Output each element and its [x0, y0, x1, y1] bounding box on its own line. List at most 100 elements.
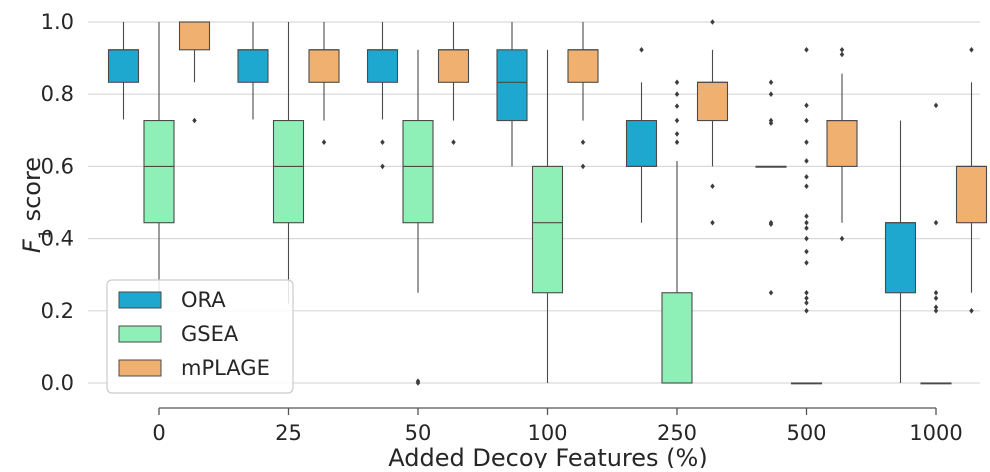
outlier-point: [933, 289, 939, 296]
box-ora-1000: [884, 120, 917, 383]
box-ora-50: [366, 22, 399, 170]
box-iqr: [107, 49, 140, 83]
outlier-point: [933, 219, 939, 226]
box-gsea-50: [402, 49, 434, 386]
outlier-point: [674, 91, 680, 97]
legend-swatch-mplage: [118, 359, 162, 377]
outlier-point: [804, 158, 809, 164]
outlier-point: [380, 139, 385, 146]
box-iqr: [366, 49, 399, 83]
box-gsea-100: [531, 49, 564, 383]
outlier-point: [710, 183, 715, 190]
y-tick-label: 0.2: [41, 299, 74, 323]
outlier-point: [580, 139, 586, 146]
x-axis-title: Added Decoy Features (%): [388, 444, 707, 468]
outlier-point: [768, 79, 774, 86]
box-iqr: [826, 120, 858, 167]
outlier-point: [804, 225, 809, 231]
box-gsea-0: [143, 22, 175, 304]
box-iqr: [178, 21, 211, 51]
outlier-point: [804, 248, 809, 255]
outlier-point: [804, 259, 809, 266]
outlier-point: [804, 300, 809, 306]
legend-label-ora: ORA: [181, 288, 226, 312]
box-iqr: [402, 120, 434, 224]
box-iqr: [661, 292, 693, 384]
box-ora-500: [755, 79, 787, 296]
box-iqr: [696, 81, 729, 122]
box-gsea-500: [790, 46, 823, 385]
box-mplage-250: [696, 19, 729, 226]
y-tick-label: 0.8: [41, 82, 74, 106]
y-axis-title: F1 score: [18, 157, 54, 253]
box-iqr: [308, 49, 340, 83]
x-tick-label: 100: [527, 421, 567, 445]
box-ora-0: [107, 22, 140, 120]
box-iqr: [567, 49, 599, 83]
outlier-point: [674, 79, 680, 86]
outlier-point: [380, 163, 385, 170]
box-mplage-25: [308, 22, 340, 146]
box-mplage-1000: [955, 46, 988, 314]
box-iqr: [625, 120, 658, 167]
legend-swatch-gsea: [118, 325, 162, 343]
outlier-point: [839, 235, 845, 242]
outlier-point: [804, 289, 809, 296]
outlier-point: [804, 139, 809, 146]
x-tick-label: 500: [786, 421, 826, 445]
outlier-point: [768, 221, 774, 227]
x-tick-label: 1000: [909, 421, 962, 445]
outlier-point: [768, 120, 774, 126]
box-iqr: [955, 165, 988, 224]
box-ora-25: [237, 22, 269, 120]
box-gsea-25: [272, 22, 305, 304]
outlier-point: [580, 163, 586, 170]
x-tick-label: 0: [152, 421, 165, 445]
outlier-point: [710, 219, 715, 226]
boxes-layer: [107, 19, 988, 386]
outlier-point: [933, 308, 939, 314]
outlier-point: [804, 295, 809, 301]
x-tick-label: 50: [405, 421, 432, 445]
legend-label-mplage: mPLAGE: [181, 356, 270, 380]
axes-layer: 0.0 0.2 0.4 0.6 0.8 1.0 0 25 50 100 250 500 1000: [41, 10, 963, 445]
outlier-point: [804, 183, 809, 190]
x-tick-label: 250: [657, 421, 697, 445]
outlier-point: [969, 46, 974, 53]
outlier-point: [933, 102, 939, 109]
outlier-point: [639, 46, 644, 53]
legend: ORA GSEA mPLAGE: [106, 279, 294, 394]
box-iqr: [143, 120, 175, 224]
y-tick-label: 0.4: [41, 227, 74, 251]
box-ora-100: [496, 22, 528, 167]
outlier-point: [804, 308, 809, 314]
outlier-point: [969, 308, 974, 314]
box-iqr: [531, 165, 564, 294]
outlier-point: [933, 295, 939, 301]
x-tick-label: 25: [275, 421, 302, 445]
box-iqr: [272, 120, 305, 224]
outlier-point: [804, 117, 809, 124]
box-mplage-0: [178, 21, 211, 124]
box-iqr: [884, 222, 917, 294]
outlier-point: [192, 117, 197, 124]
box-mplage-500: [826, 46, 858, 242]
box-gsea-250: [661, 79, 693, 384]
outlier-point: [933, 304, 939, 310]
y-tick-label: 0.6: [41, 154, 74, 178]
outlier-point: [768, 289, 774, 296]
box-gsea-1000: [920, 102, 952, 385]
outlier-point: [321, 139, 327, 146]
outlier-point: [710, 19, 715, 25]
outlier-point: [674, 103, 680, 109]
outlier-point: [451, 139, 456, 146]
outlier-point: [674, 139, 680, 146]
box-ora-250: [625, 46, 658, 223]
box-iqr: [437, 49, 470, 83]
box-iqr: [496, 49, 528, 122]
outlier-point: [804, 213, 809, 220]
outlier-point: [415, 378, 421, 384]
outlier-point: [768, 91, 774, 97]
